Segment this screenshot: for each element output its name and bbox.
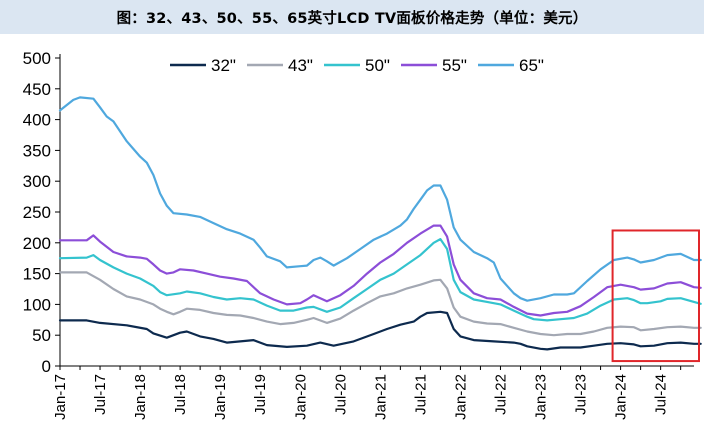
y-tick-label: 450 (23, 80, 51, 99)
x-tick-label: Jul-23 (573, 374, 590, 415)
line-chart: 0 50 100 150 200 250 300 350 400 450 500 Jan-17 Jul… (23, 49, 702, 420)
y-tick-label: 150 (23, 265, 51, 284)
x-tick-label: Jul-20 (332, 374, 349, 415)
highlight-box (611, 229, 701, 363)
y-tick-label: 0 (42, 357, 51, 376)
x-tick-label: Jul-17 (92, 374, 109, 415)
series-line-0 (58, 310, 702, 351)
x-tick-label: Jan-21 (372, 374, 389, 420)
legend-label-3: 55" (442, 56, 467, 75)
x-tick-label: Jul-19 (252, 374, 269, 415)
y-tick-label: 100 (23, 295, 51, 314)
y-tick-label: 350 (23, 141, 51, 160)
x-tick-label: Jan-20 (292, 374, 309, 420)
y-tick-label: 400 (23, 111, 51, 130)
series-layer (58, 96, 702, 351)
x-tick-label: Jul-24 (653, 374, 670, 415)
chart-title: 图：32、43、50、55、65英寸LCD TV面板价格走势（单位：美元） (116, 10, 588, 27)
highlight-layer (611, 229, 701, 363)
legend: 32" 43" 50" 55" 65" (170, 56, 544, 75)
legend-label-2: 50" (365, 56, 390, 75)
legend-label-0: 32" (211, 56, 236, 75)
legend-label-4: 65" (519, 56, 544, 75)
y-tick-label: 200 (23, 234, 51, 253)
series-line-1 (58, 271, 702, 337)
series-line-3 (58, 224, 702, 317)
y-tick-label: 300 (23, 172, 51, 191)
x-axis: Jan-17 Jul-17 Jan-18 Jul-18 Jan-19 Jul-19 Jan-… (52, 365, 694, 420)
x-tick-label: Jul-18 (172, 374, 189, 415)
x-tick-label: Jan-22 (452, 374, 469, 420)
legend-label-1: 43" (288, 56, 313, 75)
y-tick-label: 500 (23, 49, 51, 68)
y-axis: 0 50 100 150 200 250 300 350 400 450 500 (23, 49, 61, 376)
y-tick-label: 50 (32, 326, 51, 345)
x-tick-label: Jul-21 (412, 374, 429, 415)
title-bar: 图：32、43、50、55、65英寸LCD TV面板价格走势（单位：美元） (0, 0, 704, 34)
x-tick-label: Jan-19 (212, 374, 229, 420)
series-line-4 (58, 96, 702, 302)
x-tick-label: Jul-22 (492, 374, 509, 415)
y-tick-label: 250 (23, 203, 51, 222)
x-tick-label: Jan-24 (613, 374, 630, 420)
series-line-2 (58, 238, 702, 322)
x-tick-label: Jan-18 (132, 374, 149, 420)
x-tick-label: Jan-17 (52, 374, 69, 420)
x-tick-label: Jan-23 (533, 374, 550, 420)
